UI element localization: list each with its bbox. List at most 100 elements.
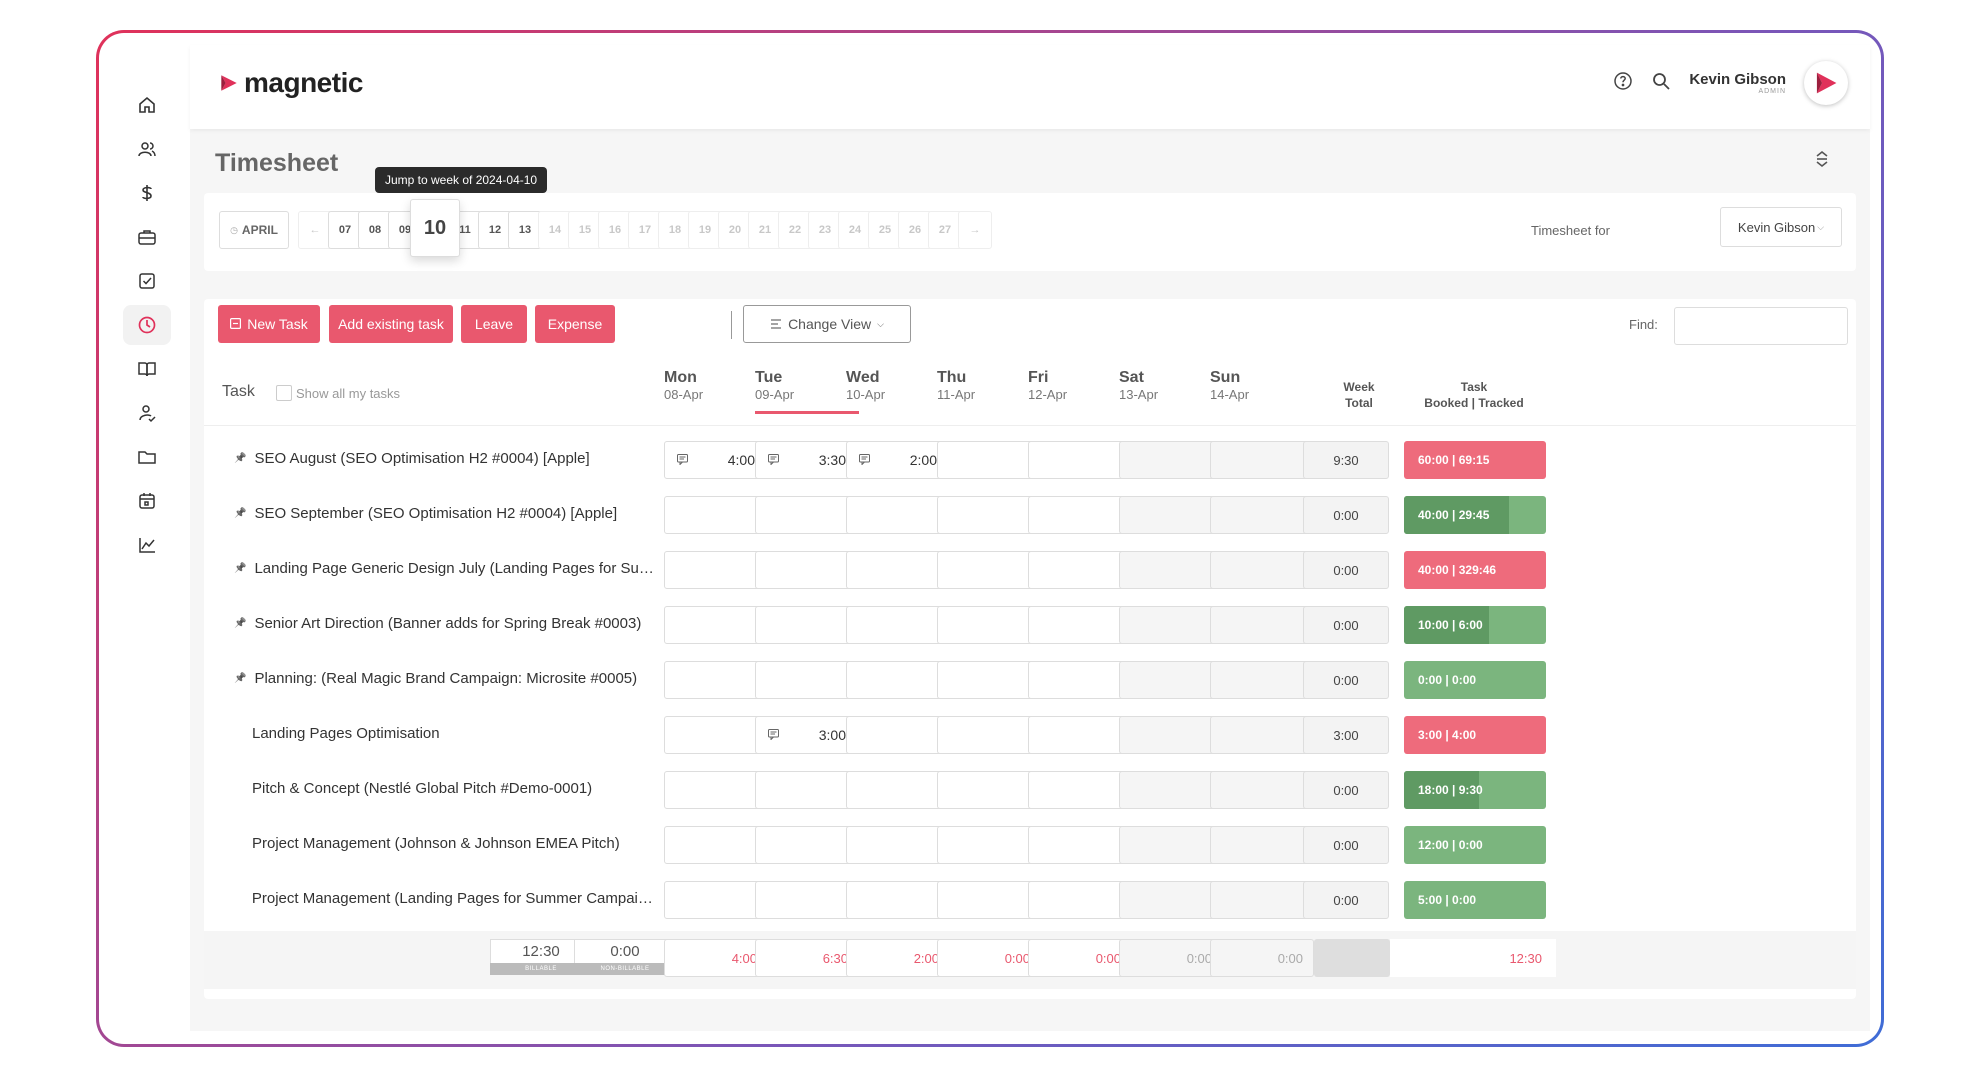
hour-cell[interactable] <box>1210 771 1314 809</box>
week-button[interactable]: 22 <box>778 211 812 249</box>
expand-collapse-icon[interactable] <box>1814 149 1830 174</box>
hour-cell[interactable] <box>846 661 950 699</box>
week-button[interactable]: 16 <box>598 211 632 249</box>
change-view-button[interactable]: Change View ⌵ <box>743 305 911 343</box>
hour-cell[interactable] <box>937 441 1041 479</box>
hour-cell[interactable] <box>1119 551 1223 589</box>
chart-icon[interactable] <box>123 525 171 565</box>
task-name[interactable]: Pitch & Concept (Nestlé Global Pitch #De… <box>234 780 654 797</box>
pin-icon[interactable]: 📌 <box>234 618 247 629</box>
hour-cell[interactable] <box>1210 881 1314 919</box>
hour-cell[interactable] <box>1028 826 1132 864</box>
task-name[interactable]: 📌 SEO August (SEO Optimisation H2 #0004) … <box>234 450 654 467</box>
week-button[interactable]: 19 <box>688 211 722 249</box>
home-icon[interactable] <box>123 85 171 125</box>
hour-cell[interactable] <box>1210 606 1314 644</box>
task-name[interactable]: Project Management (Johnson & Johnson EM… <box>234 835 654 852</box>
hour-cell[interactable] <box>664 551 768 589</box>
week-button[interactable]: 24 <box>838 211 872 249</box>
users-icon[interactable] <box>123 129 171 169</box>
hour-cell[interactable] <box>1119 661 1223 699</box>
hour-cell[interactable] <box>846 551 950 589</box>
hour-cell[interactable] <box>1119 881 1223 919</box>
task-name[interactable]: Project Management (Landing Pages for Su… <box>234 890 654 907</box>
week-button[interactable]: 26 <box>898 211 932 249</box>
hour-cell[interactable] <box>1119 606 1223 644</box>
hour-cell[interactable] <box>1028 771 1132 809</box>
hour-cell[interactable]: 3:30 <box>755 441 859 479</box>
hour-cell[interactable] <box>664 826 768 864</box>
task-name[interactable]: Landing Pages Optimisation <box>234 725 654 742</box>
hour-cell[interactable] <box>664 661 768 699</box>
week-button[interactable]: 17 <box>628 211 662 249</box>
dollar-icon[interactable] <box>123 173 171 213</box>
hour-cell[interactable] <box>937 606 1041 644</box>
hour-cell[interactable] <box>1210 716 1314 754</box>
pin-icon[interactable]: 📌 <box>234 563 247 574</box>
hour-cell[interactable] <box>937 551 1041 589</box>
week-button[interactable]: 14 <box>538 211 572 249</box>
calendar-icon[interactable] <box>123 481 171 521</box>
brand-logo[interactable]: magnetic <box>218 67 363 99</box>
hour-cell[interactable] <box>937 661 1041 699</box>
hour-cell[interactable] <box>1119 496 1223 534</box>
hour-cell[interactable] <box>937 496 1041 534</box>
hour-cell[interactable]: 3:00 <box>755 716 859 754</box>
week-button[interactable]: 13 <box>508 211 542 249</box>
hour-cell[interactable] <box>846 716 950 754</box>
hour-cell[interactable] <box>937 826 1041 864</box>
hour-cell[interactable] <box>846 496 950 534</box>
prev-week-arrow-icon[interactable]: ← <box>298 211 332 249</box>
hour-cell[interactable]: 4:00 <box>664 441 768 479</box>
find-input[interactable] <box>1674 307 1848 345</box>
hour-cell[interactable] <box>755 606 859 644</box>
hour-cell[interactable] <box>846 606 950 644</box>
hour-cell[interactable] <box>846 826 950 864</box>
comment-icon[interactable] <box>768 727 779 743</box>
hour-cell[interactable] <box>755 881 859 919</box>
expense-button[interactable]: Expense <box>535 305 615 343</box>
pin-icon[interactable]: 📌 <box>234 453 247 464</box>
timesheet-for-select[interactable]: Kevin Gibson ⌵ <box>1720 207 1842 247</box>
add-existing-task-button[interactable]: Add existing task <box>329 305 453 343</box>
hour-cell[interactable] <box>755 496 859 534</box>
hour-cell[interactable] <box>1028 441 1132 479</box>
week-button[interactable]: 23 <box>808 211 842 249</box>
leave-button[interactable]: Leave <box>461 305 527 343</box>
hour-cell[interactable] <box>937 881 1041 919</box>
hour-cell[interactable] <box>664 606 768 644</box>
hour-cell[interactable] <box>1210 661 1314 699</box>
task-name[interactable]: 📌 Planning: (Real Magic Brand Campaign: M… <box>234 670 654 687</box>
hour-cell[interactable] <box>846 881 950 919</box>
week-button[interactable]: 21 <box>748 211 782 249</box>
week-button[interactable]: 07 <box>328 211 362 249</box>
hour-cell[interactable] <box>1028 716 1132 754</box>
new-task-button[interactable]: New Task <box>218 305 320 343</box>
hour-cell[interactable] <box>755 826 859 864</box>
week-button[interactable]: 27 <box>928 211 962 249</box>
hour-cell[interactable] <box>937 771 1041 809</box>
pin-icon[interactable]: 📌 <box>234 508 247 519</box>
person-icon[interactable] <box>123 393 171 433</box>
hour-cell[interactable] <box>1028 496 1132 534</box>
hour-cell[interactable] <box>937 716 1041 754</box>
week-button[interactable]: 08 <box>358 211 392 249</box>
hour-cell[interactable] <box>1119 716 1223 754</box>
week-button[interactable]: 25 <box>868 211 902 249</box>
next-week-arrow-icon[interactable]: → <box>958 211 992 249</box>
week-button[interactable]: 10 <box>410 199 460 257</box>
hour-cell[interactable] <box>1028 551 1132 589</box>
user-info[interactable]: Kevin Gibson ADMIN <box>1689 71 1786 95</box>
hour-cell[interactable] <box>755 771 859 809</box>
hour-cell[interactable] <box>1119 441 1223 479</box>
hour-cell[interactable] <box>1210 551 1314 589</box>
hour-cell[interactable] <box>846 771 950 809</box>
week-button[interactable]: 18 <box>658 211 692 249</box>
task-name[interactable]: 📌 SEO September (SEO Optimisation H2 #000… <box>234 505 654 522</box>
hour-cell[interactable] <box>664 496 768 534</box>
week-button[interactable]: 12 <box>478 211 512 249</box>
hour-cell[interactable] <box>1028 661 1132 699</box>
hour-cell[interactable] <box>1028 606 1132 644</box>
checkbox-icon[interactable] <box>123 261 171 301</box>
hour-cell[interactable] <box>1119 771 1223 809</box>
